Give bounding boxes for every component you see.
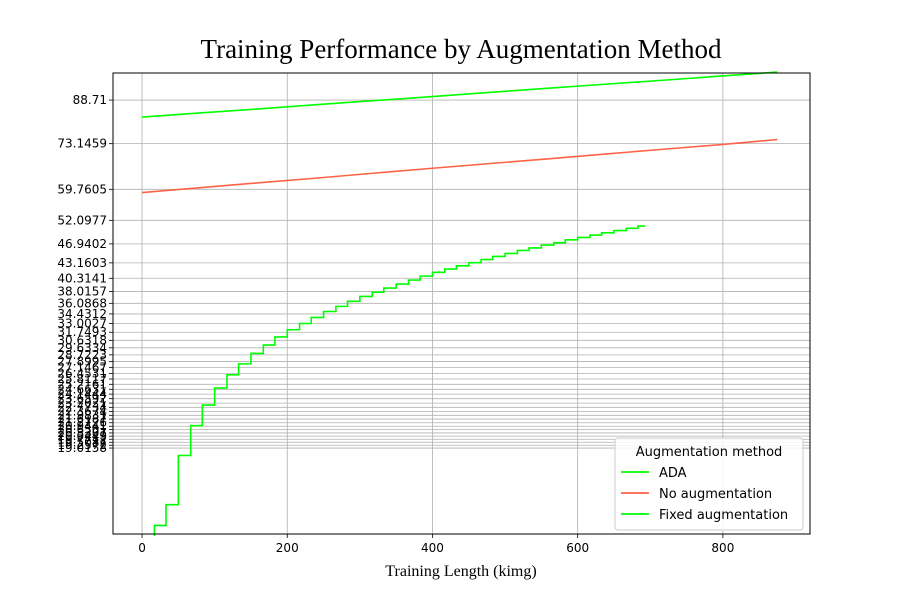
x-axis-ticks: 0 200 400 600 800 (138, 534, 734, 555)
y-tick-label: 31.7493 (57, 325, 107, 339)
y-tick-label: 21.6187 (57, 412, 107, 426)
y-tick-label: 25.2161 (57, 377, 107, 391)
y-tick-label: 20.6301 (57, 423, 107, 437)
y-tick-label: 20.0449 (57, 429, 107, 443)
legend-label: Fixed augmentation (659, 508, 788, 523)
y-tick-label: 28.7223 (57, 348, 107, 362)
series-line-2 (153, 225, 646, 536)
x-tick-label: 600 (566, 541, 589, 555)
y-tick-label: 43.1603 (57, 256, 107, 270)
y-tick-label: 88.71 (73, 93, 107, 107)
y-tick-label: 23.2021 (57, 396, 107, 410)
legend-entries: ADA No augmentation Fixed augmentation (621, 466, 788, 523)
y-tick-label: 27.8995 (57, 354, 107, 368)
x-tick-label: 200 (276, 541, 299, 555)
y-tick-label: 46.9402 (57, 237, 107, 251)
x-tick-label: 800 (711, 541, 734, 555)
y-tick-label: 21.2726 (57, 416, 107, 430)
y-tick-label: 73.1459 (57, 137, 107, 151)
series-line-1 (141, 138, 778, 194)
y-tick-label: 20.3307 (57, 426, 107, 440)
x-tick-label: 400 (421, 541, 444, 555)
y-tick-label: 24.1444 (57, 387, 107, 401)
y-tick-label: 22.3674 (57, 404, 107, 418)
legend: Augmentation method ADA No augmentation Fi… (614, 437, 804, 531)
legend-label: ADA (659, 466, 687, 481)
y-tick-label: 19.2572 (57, 438, 107, 452)
legend-title: Augmentation method (636, 445, 783, 460)
y-axis-ticks: 88.71 73.1459 59.7605 52.0977 46.9402 43.1603… (57, 93, 113, 455)
y-tick-label: 40.3141 (57, 271, 107, 285)
x-tick-label: 0 (138, 541, 146, 555)
y-tick-label: 24.6631 (57, 382, 107, 396)
chart-title: Training Performance by Augmentation Met… (201, 34, 722, 64)
y-tick-label: 36.0868 (57, 296, 107, 310)
y-tick-label: 29.6334 (57, 341, 107, 355)
y-tick-label: 27.1467 (57, 361, 107, 375)
y-tick-label: 34.4312 (57, 307, 107, 321)
y-tick-label: 19.7712 (57, 432, 107, 446)
series-line-0 (141, 71, 778, 118)
y-tick-label: 23.6592 (57, 392, 107, 406)
x-axis-label: Training Length (kimg) (385, 563, 536, 580)
y-tick-label: 19.0158 (57, 441, 107, 455)
y-tick-label: 38.0157 (57, 285, 107, 299)
y-tick-label: 20.9441 (57, 419, 107, 433)
y-tick-label: 33.0027 (57, 316, 107, 330)
series-layer (141, 71, 778, 536)
y-tick-label: 59.7605 (57, 182, 107, 196)
y-tick-label: 25.8117 (57, 372, 107, 386)
y-tick-label: 30.6318 (57, 333, 107, 347)
legend-box (614, 437, 804, 531)
legend-label: No augmentation (659, 487, 772, 502)
y-tick-label: 21.9831 (57, 408, 107, 422)
y-tick-label: 52.0977 (57, 213, 107, 227)
y-tick-label: 19.5087 (57, 435, 107, 449)
y-tick-label: 22.7734 (57, 400, 107, 414)
y-tick-label: 26.4531 (57, 366, 107, 380)
